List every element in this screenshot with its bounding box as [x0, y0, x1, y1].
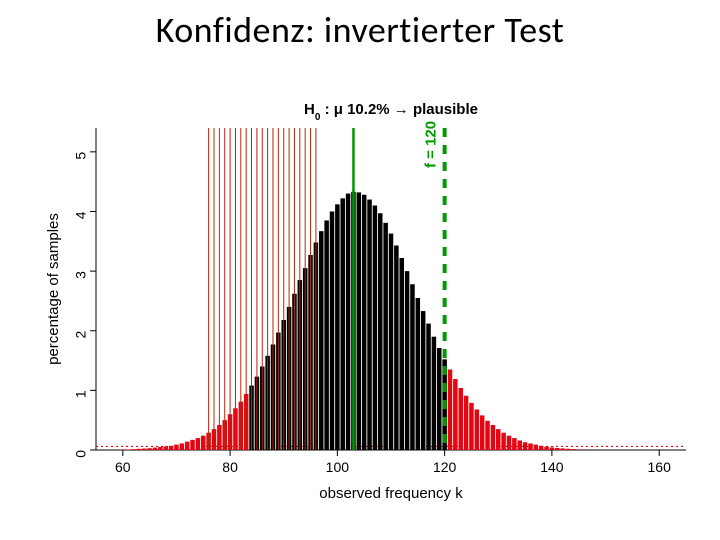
bar: [174, 445, 179, 450]
bar: [324, 220, 329, 450]
bar: [501, 433, 506, 450]
bar: [469, 403, 474, 450]
bar: [437, 348, 442, 450]
bar: [475, 409, 480, 450]
y-tick-label: 2: [73, 331, 89, 339]
bar: [496, 429, 501, 450]
x-tick-label: 60: [115, 459, 131, 475]
bar: [153, 448, 158, 450]
bar: [201, 436, 206, 450]
bar: [480, 415, 485, 450]
x-axis-label: observed frequency k: [319, 485, 463, 502]
bar: [163, 446, 168, 450]
bar: [121, 449, 126, 450]
y-tick-label: 3: [73, 271, 89, 279]
bar: [373, 206, 378, 450]
bar: [507, 436, 512, 450]
y-tick-label: 4: [73, 211, 89, 219]
bar: [196, 438, 201, 450]
bar: [491, 425, 496, 450]
bar: [485, 421, 490, 450]
bar: [566, 449, 571, 450]
x-tick-label: 120: [433, 459, 457, 475]
bar: [169, 446, 174, 450]
bar: [185, 442, 190, 450]
bar: [335, 204, 340, 450]
bar: [448, 370, 453, 451]
bar: [544, 447, 549, 450]
bar: [357, 192, 362, 450]
bar: [517, 440, 522, 450]
y-axis-label: percentage of samples: [45, 213, 62, 365]
bar: [389, 234, 394, 450]
y-tick-label: 5: [73, 152, 89, 160]
x-tick-label: 140: [540, 459, 564, 475]
y-tick-label: 1: [73, 390, 89, 398]
bar: [190, 440, 195, 450]
slide-title: Konfidenz: invertierter Test: [0, 0, 720, 52]
x-tick-label: 160: [648, 459, 672, 475]
bar: [528, 443, 533, 450]
bar: [180, 443, 185, 450]
bar: [319, 231, 324, 450]
bar: [330, 211, 335, 450]
bar: [142, 449, 147, 450]
chart-container: f = 120 60 80 100 120 140 160 0 1 2 3 4 5 observed fr…: [40, 90, 700, 520]
bar: [571, 449, 576, 450]
bar: [550, 447, 555, 450]
bar: [410, 284, 415, 450]
bar: [534, 445, 539, 450]
bar: [539, 446, 544, 450]
bar: [560, 448, 565, 450]
x-tick-label: 80: [222, 459, 238, 475]
bar: [137, 449, 142, 450]
bar: [147, 448, 152, 450]
bar: [432, 337, 437, 450]
bar: [131, 449, 136, 450]
bar: [367, 200, 372, 450]
bar: [416, 298, 421, 450]
bar: [346, 194, 351, 450]
bar: [426, 324, 431, 450]
bar: [383, 223, 388, 450]
bar: [523, 442, 528, 450]
chart-title: H0 : μ 10.2% → plausible: [304, 101, 478, 123]
bar: [158, 447, 163, 450]
bar: [378, 213, 383, 450]
bar: [362, 195, 367, 450]
x-tick-label: 100: [326, 459, 350, 475]
bar: [421, 311, 426, 450]
bar: [340, 198, 345, 450]
bar: [512, 438, 517, 450]
bar: [399, 258, 404, 450]
annotation-f120: f = 120: [422, 121, 439, 168]
bar: [576, 449, 581, 450]
bar: [458, 388, 463, 450]
bar: [394, 245, 399, 450]
y-tick-label: 0: [73, 450, 89, 458]
bar: [464, 396, 469, 450]
bar: [453, 379, 458, 450]
bar: [555, 448, 560, 450]
bar: [126, 449, 131, 450]
bar: [405, 271, 410, 450]
chart-svg: f = 120 60 80 100 120 140 160 0 1 2 3 4 5 observed fr…: [40, 90, 700, 520]
